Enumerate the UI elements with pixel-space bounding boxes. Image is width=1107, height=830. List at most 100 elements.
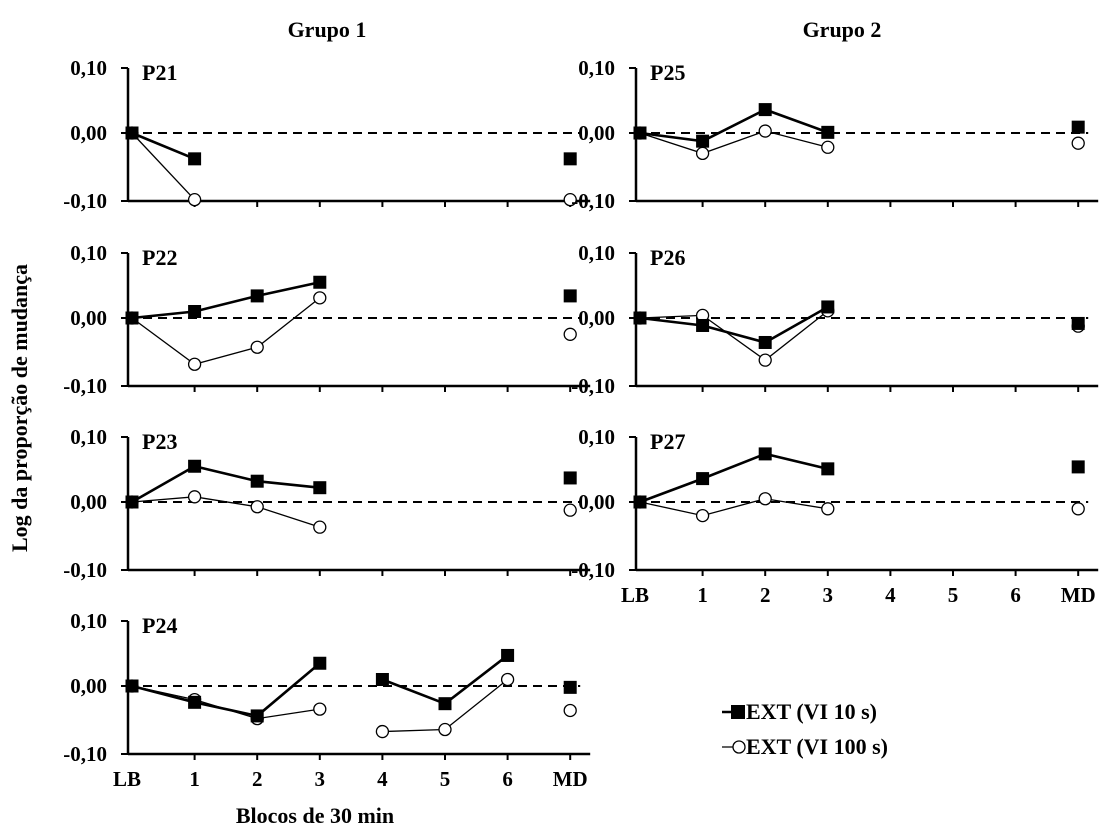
series-line-vi10 xyxy=(381,654,509,706)
data-point-vi10 xyxy=(563,680,577,694)
y-tick-label: 0,10 xyxy=(70,241,107,265)
panel-label: P27 xyxy=(650,429,685,454)
series-line-vi10 xyxy=(639,305,829,344)
panel-label: P21 xyxy=(142,60,177,85)
y-tick-label: 0,10 xyxy=(70,425,107,449)
legend-marker-vi10 xyxy=(731,705,745,719)
data-point-vi100 xyxy=(1071,502,1085,516)
panel-p26: 0,10 0,00 -0,10 P26 xyxy=(571,241,1099,398)
y-tick-label: -0,10 xyxy=(571,189,615,213)
x-tick-label: MD xyxy=(553,767,588,791)
y-tick-label: 0,10 xyxy=(578,56,615,80)
series-line-vi10 xyxy=(131,131,196,161)
data-point-vi100 xyxy=(438,722,452,737)
data-point-vi10 xyxy=(1071,120,1085,134)
panel-label: P26 xyxy=(650,245,685,270)
data-point-vi100 xyxy=(563,327,577,341)
legend-marker-vi100 xyxy=(732,740,746,754)
data-point-vi10 xyxy=(633,311,647,325)
y-tick-label: -0,10 xyxy=(63,189,107,213)
data-point-vi100 xyxy=(500,672,515,687)
data-point-vi10 xyxy=(313,656,327,670)
legend-label: EXT (VI 100 s) xyxy=(746,734,888,759)
legend: EXT (VI 10 s) EXT (VI 100 s) xyxy=(722,699,888,759)
data-point-vi100 xyxy=(187,357,202,371)
x-tick-label: 3 xyxy=(823,583,834,607)
y-tick-label: 0,10 xyxy=(70,609,107,633)
data-point-vi10 xyxy=(125,495,139,509)
data-point-vi100 xyxy=(313,702,327,716)
data-point-vi100 xyxy=(758,353,772,367)
data-point-vi10 xyxy=(563,152,577,166)
x-tick-label: 2 xyxy=(252,767,263,791)
y-tick-label: -0,10 xyxy=(571,558,615,582)
data-point-vi100 xyxy=(187,192,202,207)
data-point-vi10 xyxy=(188,695,202,709)
x-tick-label: 4 xyxy=(885,583,896,607)
data-point-vi10 xyxy=(125,679,139,693)
group-title-1: Grupo 1 xyxy=(288,17,367,42)
x-tick-label: 4 xyxy=(377,767,388,791)
panel-p22: 0,10 0,00 -0,10 P22 xyxy=(63,241,591,398)
y-tick-label: 0,10 xyxy=(70,56,107,80)
y-tick-label: 0,00 xyxy=(70,121,107,145)
panel-label: P24 xyxy=(142,613,177,638)
data-point-vi100 xyxy=(695,146,710,161)
y-tick-label: 0,00 xyxy=(578,306,615,330)
y-tick-label: 0,00 xyxy=(70,674,107,698)
panel-label: P23 xyxy=(142,429,177,454)
y-tick-label: -0,10 xyxy=(63,558,107,582)
data-point-vi10 xyxy=(821,300,835,314)
data-point-vi10 xyxy=(758,335,772,349)
series-line-vi10 xyxy=(131,280,321,320)
x-tick-label: LB xyxy=(621,583,649,607)
panel-label: P22 xyxy=(142,245,177,270)
data-point-vi10 xyxy=(696,472,710,486)
data-point-vi100 xyxy=(187,490,202,504)
data-point-vi100 xyxy=(563,703,577,718)
data-point-vi10 xyxy=(188,305,202,318)
data-point-vi10 xyxy=(563,289,577,303)
panel-p27: 0,10 0,00 -0,10 P27 LB 1 2 3 4 5 6 MD xyxy=(571,425,1099,607)
data-point-vi10 xyxy=(188,459,202,473)
data-point-vi100 xyxy=(758,124,772,138)
panel-p23: 0,10 0,00 -0,10 P23 xyxy=(63,425,591,582)
data-point-vi10 xyxy=(125,126,139,140)
panels-layer: 0,10 0,00 -0,10 P21 0,10 0,00 -0,10 P22 0,10 0,00… xyxy=(63,56,1099,791)
data-point-vi10 xyxy=(250,289,264,303)
panel-p21: 0,10 0,00 -0,10 P21 xyxy=(63,56,591,213)
y-axis-label: Log da proporção de mudança xyxy=(7,264,32,552)
panel-p24: 0,10 0,00 -0,10 P24 LB 1 2 3 4 5 6 MD xyxy=(63,609,591,791)
x-tick-label: 1 xyxy=(189,767,200,791)
data-point-vi100 xyxy=(821,140,835,154)
data-point-vi10 xyxy=(821,462,835,476)
legend-label: EXT (VI 10 s) xyxy=(746,699,877,724)
data-point-vi100 xyxy=(250,340,264,354)
data-point-vi10 xyxy=(375,673,389,686)
data-point-vi10 xyxy=(821,125,835,139)
x-tick-label: 6 xyxy=(1010,583,1021,607)
data-point-vi10 xyxy=(758,447,772,461)
panel-label: P25 xyxy=(650,60,685,85)
data-point-vi100 xyxy=(375,724,390,739)
y-tick-label: 0,00 xyxy=(70,490,107,514)
x-tick-label: 6 xyxy=(502,767,513,791)
series-line-vi100 xyxy=(639,310,829,361)
x-axis-label: Blocos de 30 min xyxy=(236,803,394,828)
group-title-2: Grupo 2 xyxy=(803,17,882,42)
data-point-vi10 xyxy=(313,275,327,289)
y-tick-label: 0,00 xyxy=(578,121,615,145)
data-point-vi10 xyxy=(1071,316,1085,330)
data-point-vi100 xyxy=(1071,136,1085,150)
data-point-vi10 xyxy=(501,648,515,662)
x-tick-label: MD xyxy=(1061,583,1096,607)
series-line-vi100 xyxy=(131,685,320,720)
data-point-vi10 xyxy=(250,709,264,723)
data-point-vi100 xyxy=(313,520,327,534)
x-tick-label: 2 xyxy=(760,583,771,607)
y-tick-label: 0,10 xyxy=(578,241,615,265)
data-point-vi10 xyxy=(313,481,327,495)
data-point-vi10 xyxy=(188,152,202,166)
series-line-vi100 xyxy=(131,496,321,528)
